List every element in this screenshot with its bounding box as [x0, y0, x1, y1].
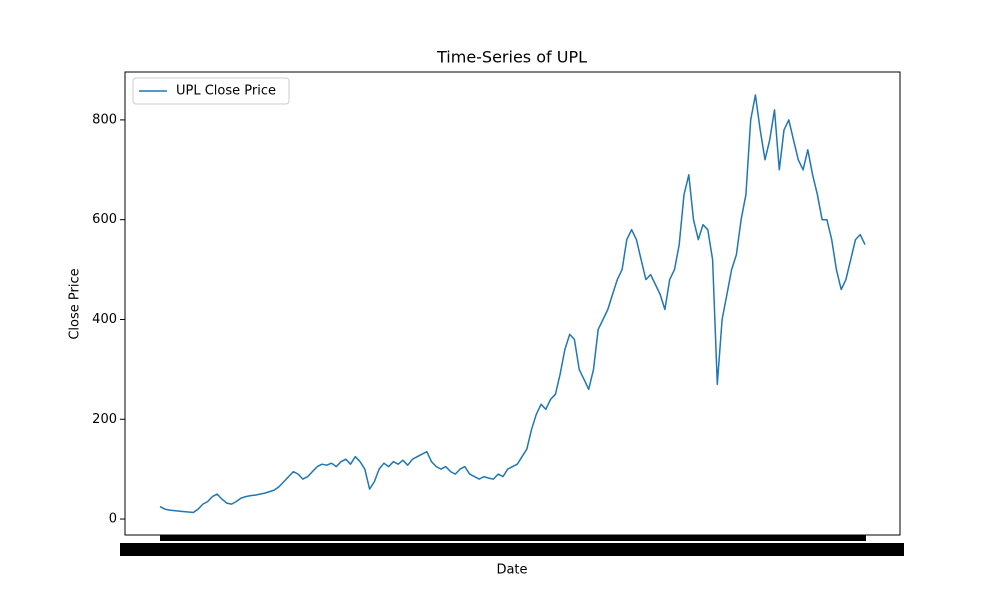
y-tick-label: 800: [92, 112, 117, 127]
axes-frame: [124, 71, 901, 536]
plot-area: [159, 94, 866, 514]
y-tick-label: 0: [109, 512, 117, 527]
y-tick-label: 400: [92, 312, 117, 327]
chart-title: Time-Series of UPL: [436, 48, 587, 67]
x-tick-marks: [160, 535, 866, 541]
line: [159, 94, 866, 514]
legend-box: [132, 77, 290, 105]
y-axis-label: Close Price: [68, 268, 83, 339]
y-tick-label: 600: [92, 212, 117, 227]
legend-label: UPL Close Price: [176, 84, 276, 99]
x-tick-labels: [120, 543, 904, 556]
x-axis-label: Date: [496, 563, 527, 578]
y-tick-label: 200: [92, 412, 117, 427]
